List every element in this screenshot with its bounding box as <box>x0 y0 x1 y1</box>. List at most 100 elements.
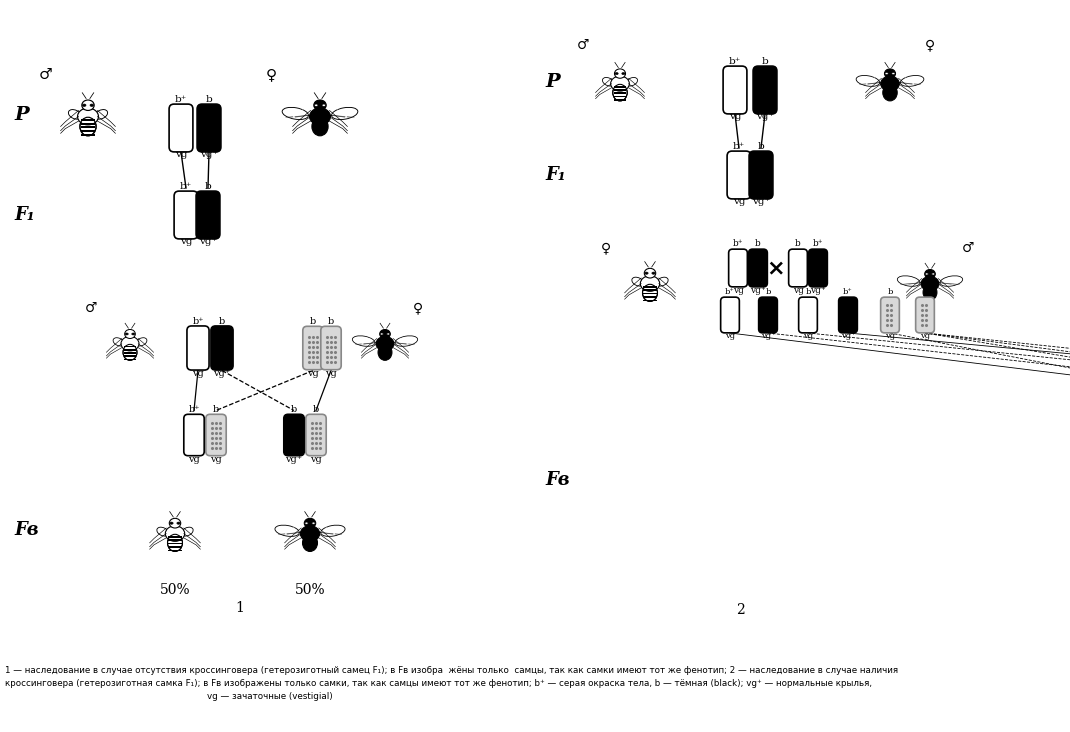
Text: b: b <box>312 405 319 414</box>
Text: vg⁺: vg⁺ <box>756 112 774 121</box>
Text: b: b <box>204 182 212 191</box>
Ellipse shape <box>170 522 173 524</box>
Bar <box>643 286 657 288</box>
Ellipse shape <box>77 108 98 125</box>
Text: vg⁺: vg⁺ <box>752 197 770 206</box>
Text: b: b <box>887 288 892 296</box>
FancyBboxPatch shape <box>187 326 209 370</box>
Ellipse shape <box>652 272 655 274</box>
Text: ♀: ♀ <box>924 38 935 52</box>
Ellipse shape <box>645 272 648 274</box>
Ellipse shape <box>157 527 168 536</box>
FancyBboxPatch shape <box>753 66 777 114</box>
Ellipse shape <box>80 117 96 135</box>
Ellipse shape <box>315 104 318 106</box>
Bar <box>80 127 95 128</box>
Text: b⁺: b⁺ <box>843 288 853 296</box>
Ellipse shape <box>113 337 124 346</box>
FancyBboxPatch shape <box>749 151 773 199</box>
Text: ♀: ♀ <box>413 301 423 315</box>
FancyBboxPatch shape <box>759 297 777 333</box>
Text: P: P <box>14 106 29 124</box>
Ellipse shape <box>386 333 389 335</box>
Bar <box>168 536 182 537</box>
Bar <box>124 359 136 360</box>
Text: vg: vg <box>733 286 744 295</box>
Ellipse shape <box>332 108 357 119</box>
Ellipse shape <box>923 284 937 300</box>
Ellipse shape <box>900 75 923 86</box>
Text: vg⁺: vg⁺ <box>841 332 855 340</box>
Ellipse shape <box>95 110 108 119</box>
Text: F₁: F₁ <box>14 206 34 224</box>
Text: vg: vg <box>920 332 930 340</box>
Ellipse shape <box>885 72 888 75</box>
FancyBboxPatch shape <box>303 326 323 370</box>
Ellipse shape <box>939 276 963 286</box>
Bar <box>168 539 182 541</box>
Text: vg: vg <box>210 455 221 463</box>
Text: vg⁺: vg⁺ <box>750 286 766 295</box>
Text: ♀: ♀ <box>265 68 276 82</box>
Text: b⁺: b⁺ <box>180 182 193 191</box>
Ellipse shape <box>90 104 93 106</box>
Text: 50%: 50% <box>294 583 325 597</box>
Ellipse shape <box>613 84 627 101</box>
Bar <box>80 119 95 121</box>
Ellipse shape <box>309 108 331 125</box>
Ellipse shape <box>169 518 181 528</box>
Ellipse shape <box>282 108 308 119</box>
Bar <box>643 289 657 291</box>
Text: vg: vg <box>725 332 735 340</box>
Bar <box>80 130 95 132</box>
Bar <box>613 86 626 88</box>
Ellipse shape <box>132 333 135 335</box>
Text: ♂: ♂ <box>577 38 590 52</box>
Ellipse shape <box>642 284 657 302</box>
Ellipse shape <box>921 277 939 291</box>
Text: vg — зачаточные (vestigial): vg — зачаточные (vestigial) <box>208 692 333 701</box>
Ellipse shape <box>125 333 128 335</box>
Ellipse shape <box>615 72 618 75</box>
Ellipse shape <box>924 269 935 278</box>
Ellipse shape <box>644 269 656 278</box>
Bar <box>168 542 182 545</box>
FancyBboxPatch shape <box>916 297 934 333</box>
FancyBboxPatch shape <box>197 104 220 152</box>
Ellipse shape <box>891 72 895 75</box>
FancyBboxPatch shape <box>721 297 739 333</box>
Text: кроссинговера (гетерозиготная самка F₁); в Fв изображены только самки, так как с: кроссинговера (гетерозиготная самка F₁);… <box>5 679 872 688</box>
Text: b⁺: b⁺ <box>174 95 187 104</box>
FancyBboxPatch shape <box>284 414 304 456</box>
Ellipse shape <box>321 525 345 537</box>
Bar <box>124 356 136 357</box>
Text: 2: 2 <box>736 603 745 617</box>
Text: b⁺: b⁺ <box>733 142 745 151</box>
Text: F₁: F₁ <box>545 166 566 184</box>
Text: b: b <box>765 288 770 296</box>
Text: b: b <box>291 405 297 414</box>
Text: Fв: Fв <box>545 471 569 489</box>
Text: b⁺: b⁺ <box>729 57 742 66</box>
Bar <box>613 96 626 97</box>
Bar <box>124 352 136 354</box>
Ellipse shape <box>378 344 392 360</box>
Text: vg: vg <box>325 368 337 378</box>
Ellipse shape <box>166 526 185 542</box>
Text: vg: vg <box>885 332 896 340</box>
Ellipse shape <box>885 69 896 78</box>
Text: vg: vg <box>733 197 745 206</box>
Ellipse shape <box>611 76 629 91</box>
Ellipse shape <box>311 522 316 524</box>
Ellipse shape <box>614 69 626 78</box>
Text: b⁺: b⁺ <box>733 239 744 248</box>
Bar <box>80 134 95 135</box>
Ellipse shape <box>303 534 318 551</box>
Bar <box>124 349 136 351</box>
Text: b: b <box>205 95 212 104</box>
Text: b: b <box>755 239 761 248</box>
Ellipse shape <box>856 75 880 86</box>
Bar <box>168 550 182 551</box>
Text: b⁺: b⁺ <box>188 405 200 414</box>
Text: b: b <box>310 316 316 326</box>
